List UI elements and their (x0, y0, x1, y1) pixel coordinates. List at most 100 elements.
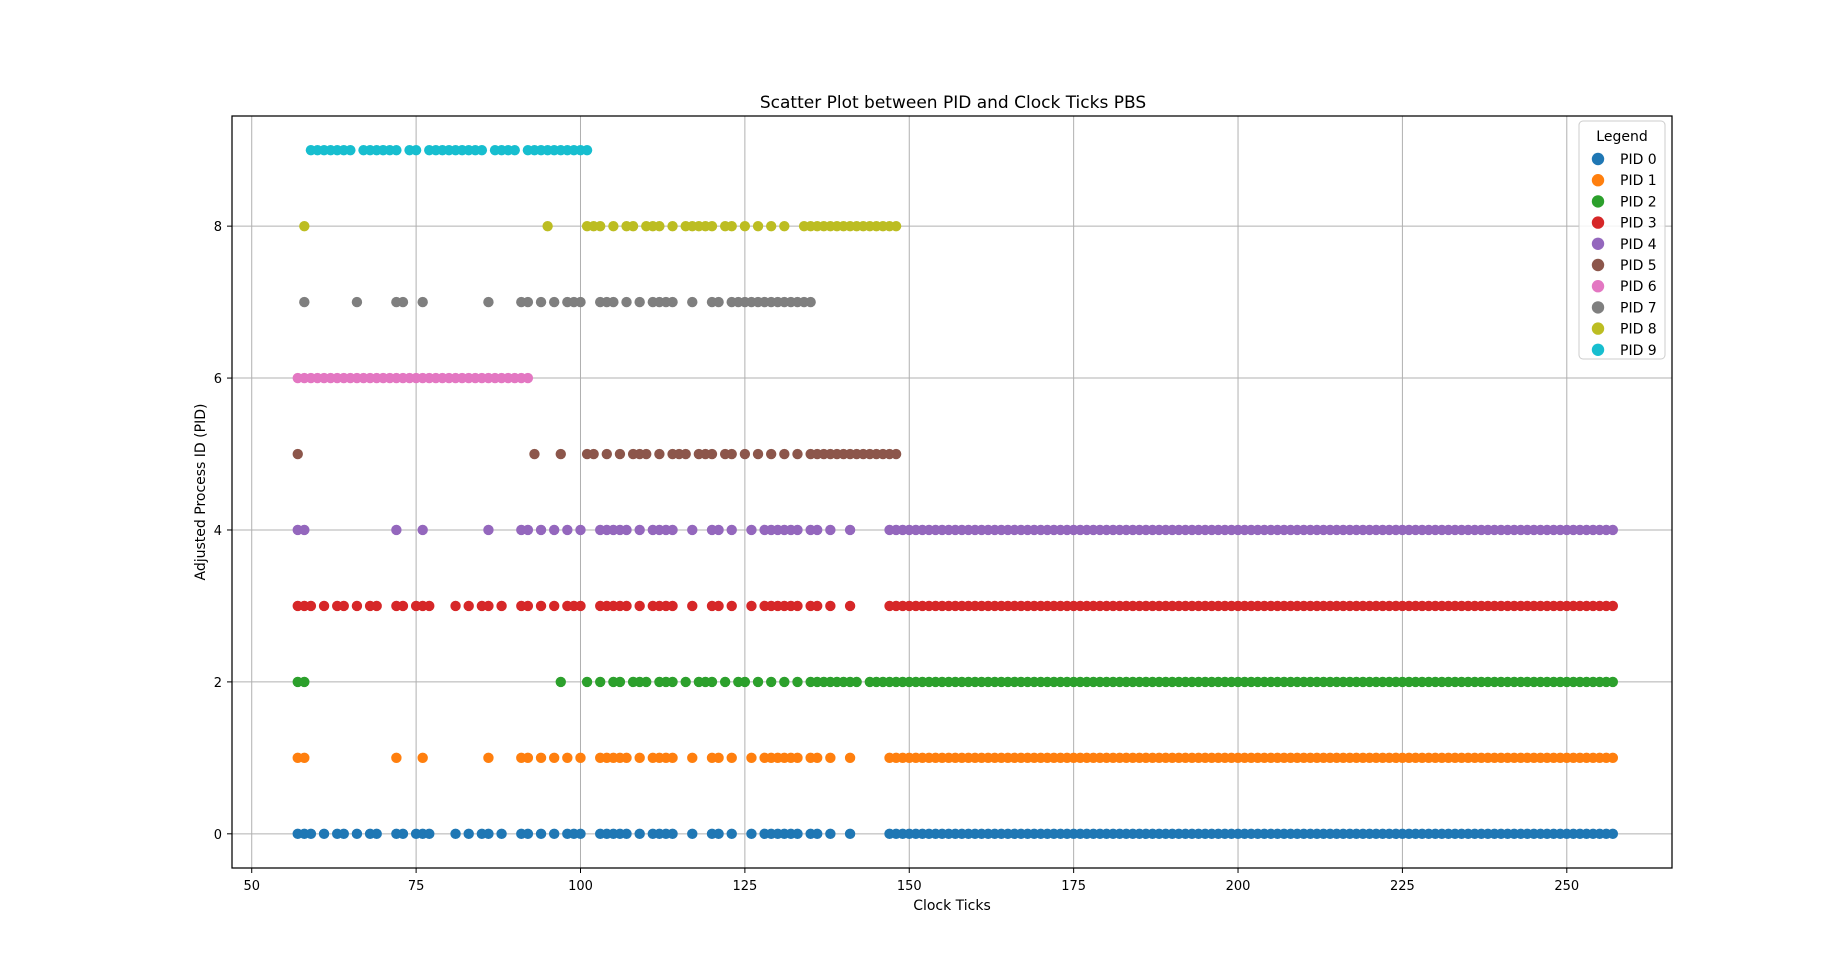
legend-label: PID 8 (1620, 322, 1657, 338)
data-point (345, 144, 356, 156)
data-point (825, 524, 836, 536)
data-point (792, 524, 803, 536)
data-point (581, 144, 593, 156)
data-point (575, 828, 586, 840)
data-point (641, 448, 652, 460)
data-point (299, 220, 310, 232)
legend-item-pid-2: PID 2 (1591, 194, 1657, 210)
data-point (726, 220, 737, 232)
legend-marker (1591, 174, 1605, 187)
data-point (588, 448, 599, 460)
data-point (765, 220, 777, 232)
data-point (634, 296, 645, 308)
data-point (687, 296, 698, 308)
data-point (713, 828, 724, 840)
legend: Legend PID 0 PID 1 PID 2 PID 3 PID 4 PID 5 PID… (1578, 120, 1666, 360)
data-point (548, 524, 560, 536)
data-point (299, 296, 310, 308)
data-point (299, 676, 310, 688)
data-point (634, 828, 645, 840)
data-point (621, 828, 632, 840)
data-points (292, 144, 1619, 840)
data-point (792, 752, 803, 764)
data-point (706, 220, 718, 232)
data-point (548, 600, 560, 612)
data-point (483, 296, 494, 308)
data-point (535, 600, 547, 612)
series-pid-7 (299, 296, 816, 308)
data-point (410, 144, 422, 156)
data-point (509, 144, 520, 156)
data-point (562, 752, 573, 764)
data-point (318, 828, 330, 840)
data-point (397, 296, 409, 308)
data-point (535, 752, 547, 764)
x-axis-ticks: 50 75 100 125 150 175 200 225 250 (243, 868, 1579, 894)
data-point (351, 600, 363, 612)
data-point (805, 296, 816, 308)
data-point (792, 676, 803, 688)
data-point (299, 524, 310, 536)
legend-marker (1591, 301, 1605, 314)
data-point (318, 600, 330, 612)
data-point (351, 296, 363, 308)
data-point (1607, 828, 1619, 840)
x-tick-label: 150 (897, 879, 922, 894)
data-point (680, 448, 691, 460)
data-point (687, 524, 698, 536)
data-point (792, 828, 803, 840)
data-point (562, 524, 573, 536)
data-point (391, 524, 402, 536)
data-point (680, 676, 691, 688)
data-point (575, 600, 586, 612)
chart-title: Scatter Plot between PID and Clock Ticks… (760, 93, 1146, 113)
data-point (667, 600, 678, 612)
legend-marker (1591, 280, 1605, 293)
data-point (621, 600, 632, 612)
series-pid-2 (292, 676, 1619, 688)
x-tick-label: 225 (1390, 879, 1415, 894)
data-point (338, 600, 349, 612)
x-tick-label: 125 (732, 879, 757, 894)
data-point (812, 600, 823, 612)
data-point (397, 600, 409, 612)
data-point (614, 448, 626, 460)
data-point (555, 676, 566, 688)
series-pid-4 (292, 524, 1619, 536)
legend-label: PID 2 (1620, 194, 1657, 210)
data-point (844, 600, 856, 612)
legend-label: PID 6 (1620, 279, 1657, 295)
legend-marker (1591, 195, 1605, 208)
data-point (542, 220, 553, 232)
data-point (812, 828, 823, 840)
data-point (621, 752, 632, 764)
legend-label: PID 7 (1620, 300, 1657, 316)
legend-item-pid-9: PID 9 (1591, 343, 1657, 359)
data-point (522, 296, 534, 308)
data-point (726, 828, 737, 840)
data-point (417, 752, 428, 764)
x-tick-label: 250 (1554, 879, 1579, 894)
legend-item-pid-3: PID 3 (1591, 216, 1657, 232)
data-point (548, 296, 560, 308)
data-point (726, 600, 737, 612)
data-point (825, 828, 836, 840)
data-point (450, 828, 461, 840)
data-point (752, 220, 764, 232)
y-axis-ticks: 0 2 4 6 8 (214, 220, 232, 843)
data-point (305, 828, 317, 840)
legend-item-pid-7: PID 7 (1591, 300, 1657, 316)
data-point (601, 448, 612, 460)
data-point (338, 828, 349, 840)
data-point (424, 600, 435, 612)
data-point (608, 220, 619, 232)
data-point (825, 600, 836, 612)
legend-item-pid-4: PID 4 (1591, 237, 1657, 253)
data-point (779, 220, 790, 232)
series-pid-1 (292, 752, 1619, 764)
data-point (713, 524, 724, 536)
data-point (371, 600, 382, 612)
legend-item-pid-8: PID 8 (1591, 322, 1657, 338)
